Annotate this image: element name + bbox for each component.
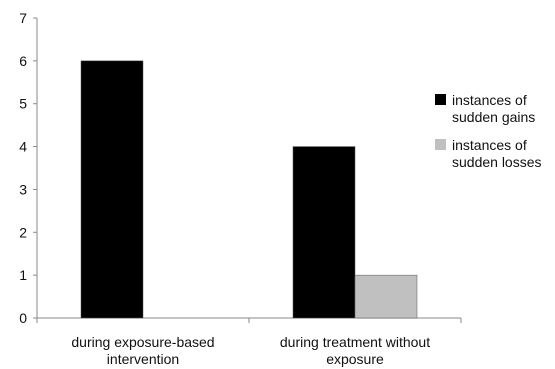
legend-label-line: instances of bbox=[452, 92, 527, 108]
x-category-label-line: during treatment without bbox=[280, 334, 430, 350]
bars bbox=[80, 60, 418, 319]
x-category-label-line: intervention bbox=[107, 351, 179, 367]
x-axis-category-labels: during exposure-based interventionduring … bbox=[71, 334, 430, 367]
legend-swatch bbox=[435, 94, 446, 105]
y-tick-label: 7 bbox=[19, 10, 27, 26]
y-axis-ticks: 0 1 2 3 4 5 6 7 bbox=[19, 10, 37, 326]
y-tick-label: 3 bbox=[19, 181, 27, 197]
y-tick-label: 6 bbox=[19, 53, 27, 69]
legend-label-line: sudden gains bbox=[452, 109, 535, 125]
x-category-label: during treatment without exposure bbox=[280, 334, 430, 367]
y-tick-label: 5 bbox=[19, 96, 27, 112]
y-tick-label: 1 bbox=[19, 267, 27, 283]
y-tick-label: 4 bbox=[19, 139, 27, 155]
legend-label: instances of sudden gains bbox=[452, 92, 535, 125]
legend-label: instances of sudden losses bbox=[452, 137, 542, 170]
x-category-label: during exposure-based intervention bbox=[71, 334, 214, 367]
legend-label-line: sudden losses bbox=[452, 154, 542, 170]
legend-swatch bbox=[435, 139, 446, 150]
bar bbox=[354, 274, 418, 319]
legend-label-line: instances of bbox=[452, 137, 527, 153]
x-category-label-line: during exposure-based bbox=[71, 334, 214, 350]
x-category-label-line: exposure bbox=[326, 351, 384, 367]
y-tick-label: 2 bbox=[19, 224, 27, 240]
bar bbox=[80, 60, 144, 319]
y-tick-label: 0 bbox=[19, 310, 27, 326]
bar bbox=[292, 146, 356, 319]
